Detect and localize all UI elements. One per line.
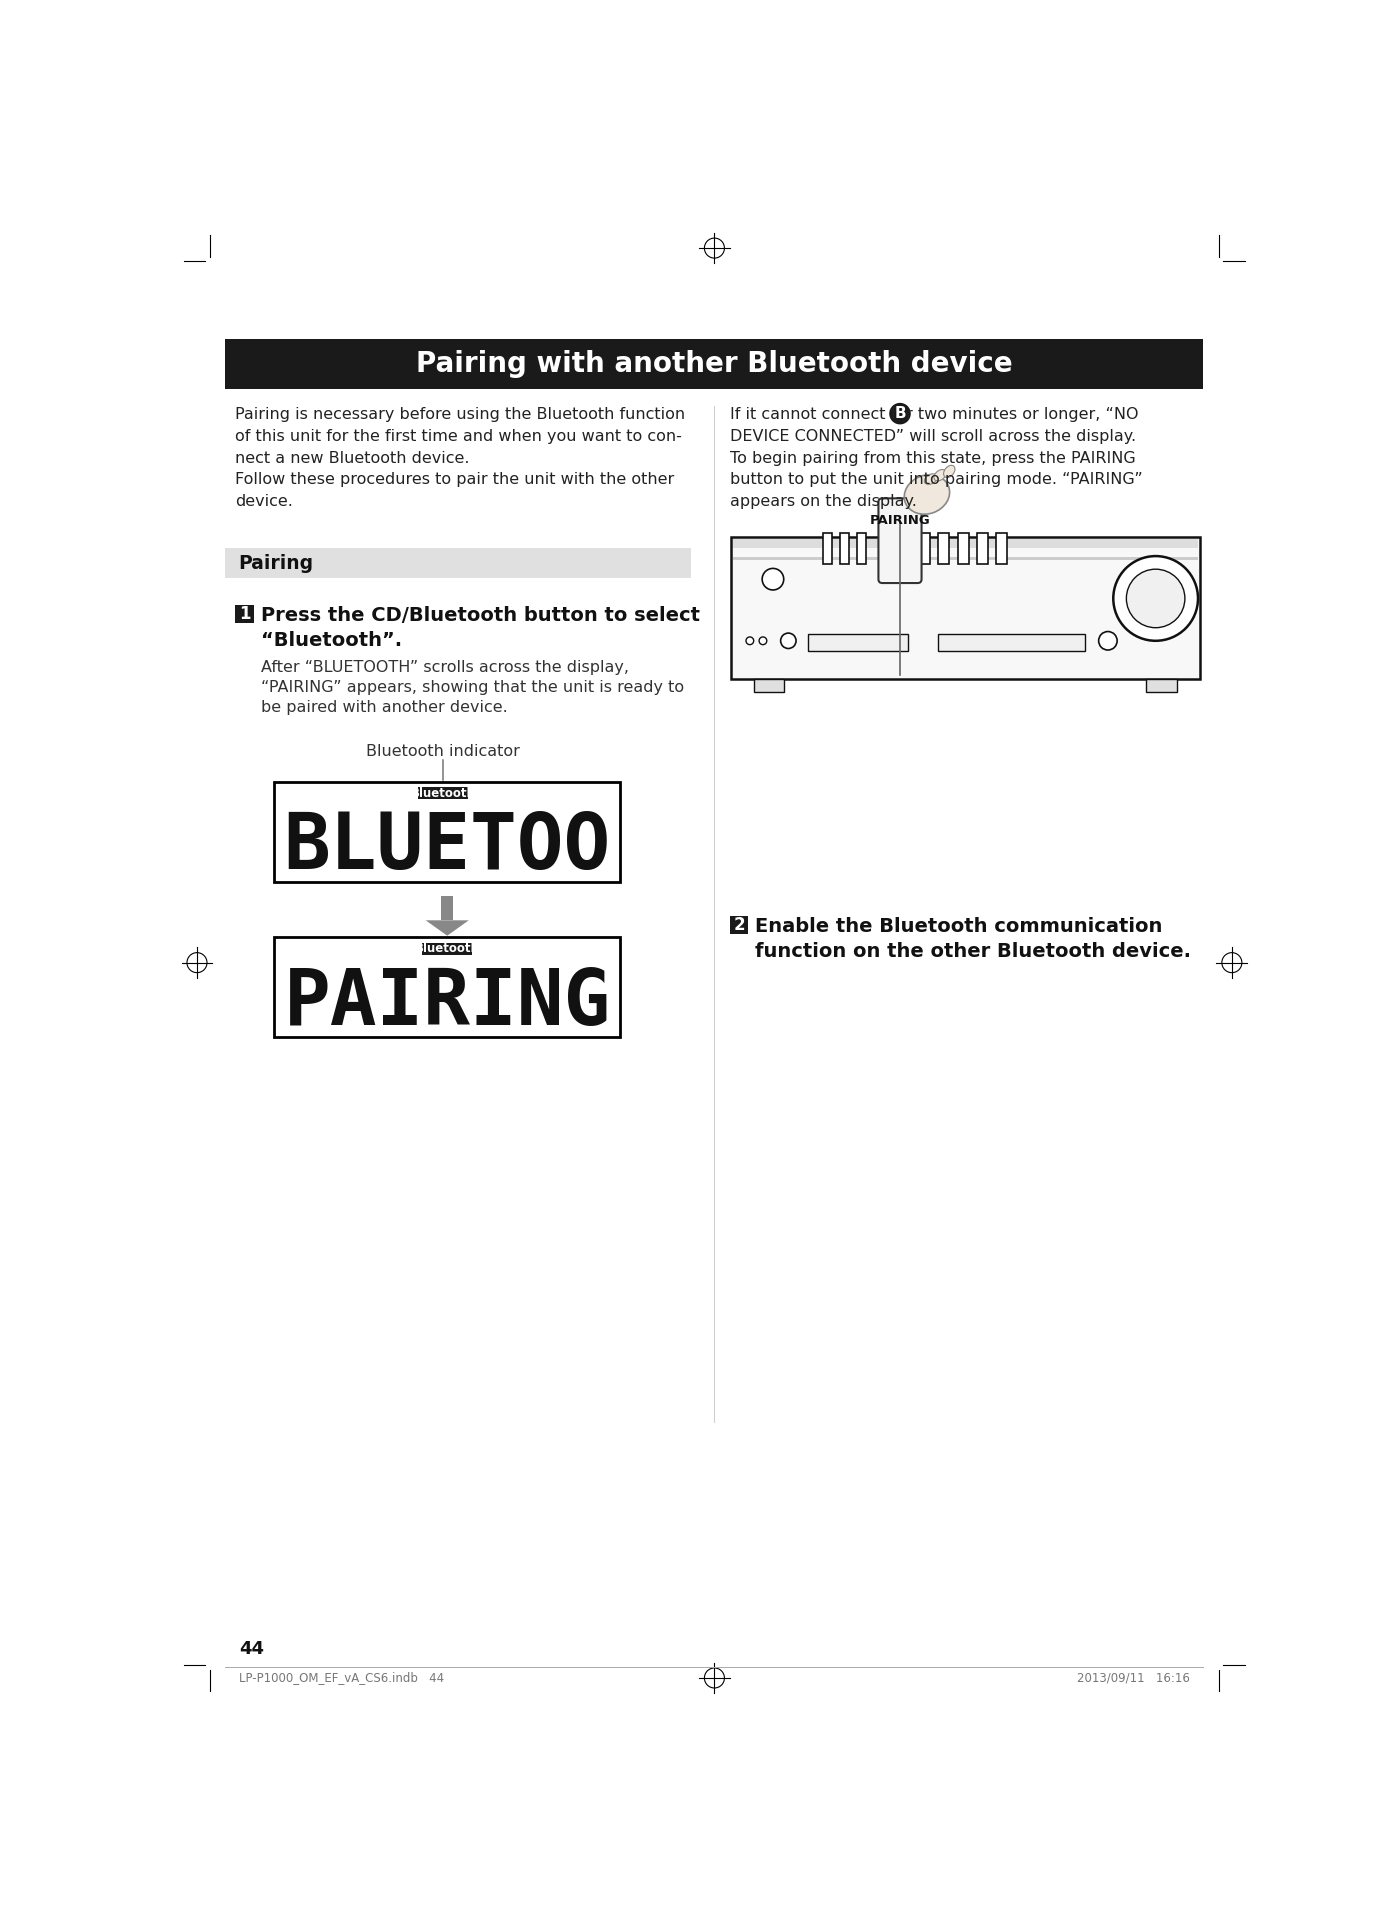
Circle shape (889, 402, 910, 425)
Ellipse shape (934, 469, 947, 481)
Bar (236, 605, 254, 624)
FancyBboxPatch shape (878, 498, 921, 584)
Circle shape (763, 568, 783, 589)
Bar (441, 896, 453, 921)
Circle shape (1114, 557, 1197, 641)
Bar (733, 540, 1197, 549)
Text: Press the CD/Bluetooth button to select: Press the CD/Bluetooth button to select (261, 606, 700, 625)
Circle shape (1126, 568, 1185, 627)
Bar (422, 942, 473, 955)
Text: of this unit for the first time and when you want to con-: of this unit for the first time and when… (236, 429, 682, 444)
Bar (226, 549, 691, 578)
Bar (1146, 679, 1177, 692)
Text: Follow these procedures to pair the unit with the other: Follow these procedures to pair the unit… (236, 473, 675, 486)
Bar (822, 532, 832, 564)
Text: After “BLUETOOTH” scrolls across the display,: After “BLUETOOTH” scrolls across the dis… (261, 660, 629, 675)
Bar (418, 788, 468, 799)
Text: To begin pairing from this state, press the PAIRING: To begin pairing from this state, press … (730, 450, 1136, 465)
Text: Pairing: Pairing (238, 553, 312, 572)
Bar (807, 633, 907, 650)
Bar (919, 532, 930, 564)
Text: BLUETOO: BLUETOO (283, 809, 611, 885)
Bar (977, 532, 988, 564)
Text: 44: 44 (240, 1640, 265, 1659)
Bar (226, 339, 1203, 389)
Text: “Bluetooth”.: “Bluetooth”. (261, 631, 401, 650)
Bar (275, 782, 620, 881)
Text: Bluetooth indicator: Bluetooth indicator (367, 744, 520, 759)
Bar (733, 557, 1197, 561)
Text: function on the other Bluetooth device.: function on the other Bluetooth device. (756, 942, 1192, 961)
Bar (275, 936, 620, 1037)
Bar (857, 532, 866, 564)
Text: 2: 2 (733, 915, 744, 934)
Bar (754, 679, 785, 692)
Text: device.: device. (236, 494, 293, 509)
Polygon shape (425, 921, 468, 936)
Text: Pairing with another Bluetooth device: Pairing with another Bluetooth device (417, 351, 1012, 378)
Ellipse shape (944, 465, 955, 477)
Text: appears on the display.: appears on the display. (730, 494, 917, 509)
Text: “PAIRING” appears, showing that the unit is ready to: “PAIRING” appears, showing that the unit… (261, 681, 684, 694)
Circle shape (781, 633, 796, 648)
Text: PAIRING: PAIRING (283, 965, 611, 1041)
Text: 2013/09/11   16:16: 2013/09/11 16:16 (1078, 1671, 1190, 1684)
Bar (938, 633, 1085, 650)
Text: DEVICE CONNECTED” will scroll across the display.: DEVICE CONNECTED” will scroll across the… (730, 429, 1136, 444)
Circle shape (1098, 631, 1117, 650)
Text: If it cannot connect for two minutes or longer, “NO: If it cannot connect for two minutes or … (730, 408, 1139, 423)
Text: nect a new Bluetooth device.: nect a new Bluetooth device. (236, 450, 470, 465)
Bar (958, 532, 969, 564)
Text: 1: 1 (238, 605, 251, 624)
Text: be paired with another device.: be paired with another device. (261, 700, 507, 715)
Ellipse shape (905, 475, 949, 515)
Bar (938, 532, 949, 564)
Bar (841, 532, 849, 564)
Bar (730, 915, 749, 934)
Text: B: B (894, 406, 906, 421)
Ellipse shape (924, 473, 937, 484)
Text: Enable the Bluetooth communication: Enable the Bluetooth communication (756, 917, 1163, 936)
Text: LP-P1000_OM_EF_vA_CS6.indb   44: LP-P1000_OM_EF_vA_CS6.indb 44 (240, 1671, 445, 1684)
Text: PAIRING: PAIRING (870, 513, 930, 526)
Text: Bluetooth: Bluetooth (411, 788, 475, 799)
Text: Bluetooth: Bluetooth (415, 942, 480, 955)
Text: Pairing is necessary before using the Bluetooth function: Pairing is necessary before using the Bl… (236, 408, 686, 423)
Bar (730, 538, 1200, 679)
Circle shape (746, 637, 754, 645)
Text: button to put the unit into pairing mode. “PAIRING”: button to put the unit into pairing mode… (730, 473, 1143, 486)
Bar (997, 532, 1006, 564)
Circle shape (760, 637, 767, 645)
Bar (901, 532, 910, 564)
